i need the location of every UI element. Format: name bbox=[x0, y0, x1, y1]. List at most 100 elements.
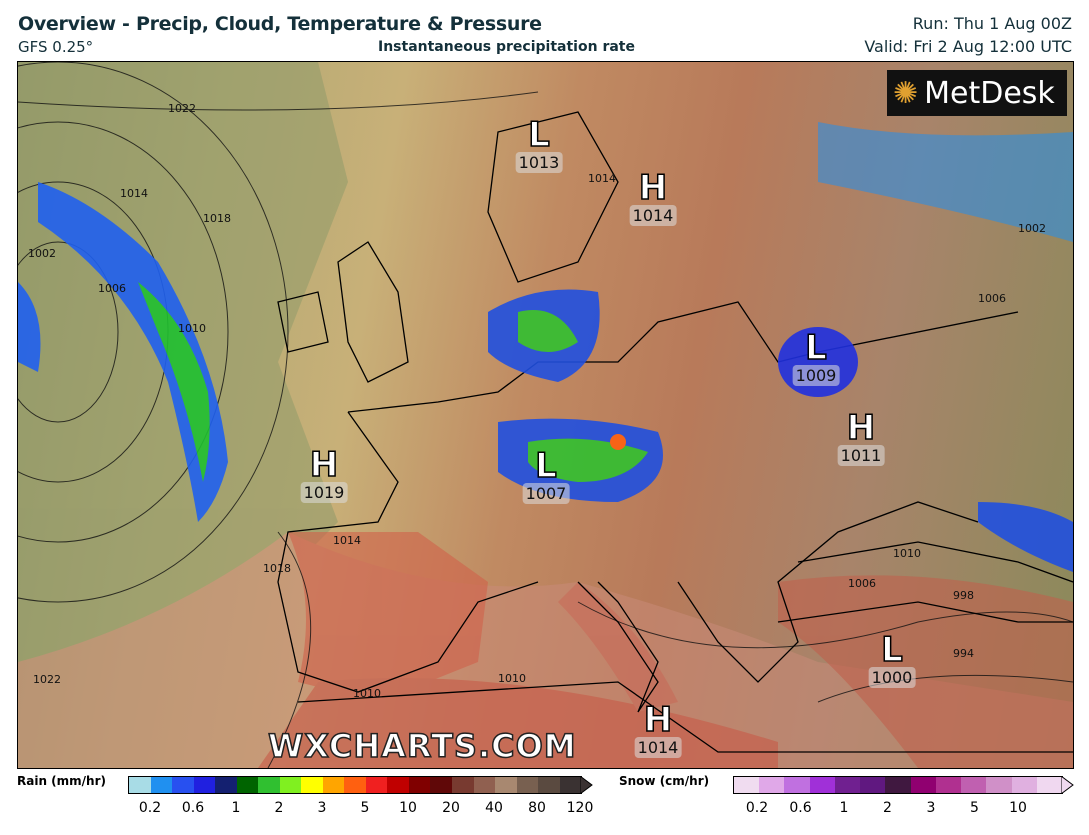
colorbar-swatch bbox=[516, 777, 539, 793]
rain-colorbar bbox=[128, 776, 582, 794]
logo-icon: ✺ bbox=[893, 75, 919, 111]
isobar-label: 1022 bbox=[33, 673, 61, 686]
isobar-label: 1006 bbox=[98, 282, 126, 295]
isobar-label: 1014 bbox=[588, 172, 616, 185]
pressure-value: 1007 bbox=[522, 483, 570, 504]
colorbar-tick-label: 10 bbox=[1009, 800, 1027, 816]
isobar-label: 998 bbox=[953, 589, 974, 602]
weather-map: L 1013 H 1014 L 1009 H 1011 H 1019 L 1007 L 100… bbox=[17, 61, 1074, 769]
colorbar-tick-label: 5 bbox=[970, 800, 979, 816]
isobar-label: 1010 bbox=[498, 672, 526, 685]
colorbar-tick-label: 5 bbox=[360, 800, 370, 816]
low-symbol: L bbox=[534, 446, 557, 486]
colorbar-tick-label: 0.2 bbox=[745, 800, 769, 816]
colorbar-tick-label: 10 bbox=[399, 800, 417, 816]
isobar-label: 1002 bbox=[28, 247, 56, 260]
pressure-value: 1014 bbox=[634, 737, 682, 758]
pressure-center: L 1000 bbox=[868, 630, 916, 688]
colorbar-swatch bbox=[885, 777, 911, 793]
subtitle: Instantaneous precipitation rate bbox=[378, 39, 635, 55]
rain-colorbar-arrow bbox=[580, 776, 593, 794]
colorbar-swatch bbox=[129, 777, 151, 793]
colorbar-swatch bbox=[1036, 777, 1063, 793]
colorbar-swatch bbox=[473, 777, 496, 793]
high-symbol: H bbox=[638, 168, 668, 208]
colorbar-tick-label: 0.2 bbox=[138, 800, 162, 816]
colorbar-swatch bbox=[784, 777, 810, 793]
colorbar-tick-label: 3 bbox=[317, 800, 327, 816]
colorbar-swatch bbox=[258, 777, 280, 793]
high-symbol: H bbox=[846, 408, 876, 448]
coastlines bbox=[277, 111, 1073, 753]
pressure-center: H 1011 bbox=[837, 408, 885, 466]
colorbar-tick-label: 2 bbox=[274, 800, 284, 816]
pressure-center: L 1009 bbox=[792, 328, 840, 386]
high-symbol: H bbox=[309, 445, 339, 485]
isobar-label: 994 bbox=[953, 647, 974, 660]
isobar-label: 1010 bbox=[893, 547, 921, 560]
high-symbol: H bbox=[643, 700, 673, 740]
pressure-center: L 1013 bbox=[515, 115, 563, 173]
colorbar-tick-label: 0.6 bbox=[181, 800, 205, 816]
colorbar-swatch bbox=[910, 777, 936, 793]
rain-legend-label: Rain (mm/hr) bbox=[17, 774, 106, 788]
colorbar-swatch bbox=[408, 777, 431, 793]
colorbar-swatch bbox=[809, 777, 835, 793]
snow-legend-label: Snow (cm/hr) bbox=[619, 774, 710, 788]
pressure-value: 1000 bbox=[868, 667, 916, 688]
colorbar-swatch bbox=[150, 777, 173, 793]
watermark: WXCHARTS.COM bbox=[267, 726, 577, 766]
snow-colorbar bbox=[733, 776, 1063, 794]
colorbar-swatch bbox=[172, 777, 194, 793]
colorbar-tick-label: 80 bbox=[528, 800, 546, 816]
colorbar-swatch bbox=[759, 777, 785, 793]
isobar-label: 1018 bbox=[203, 212, 231, 225]
colorbar-swatch bbox=[430, 777, 452, 793]
colorbar-swatch bbox=[495, 777, 517, 793]
isobar-label: 1006 bbox=[848, 577, 876, 590]
logo-text: MetDesk bbox=[924, 75, 1055, 111]
colorbar-tick-label: 40 bbox=[485, 800, 503, 816]
colorbar-swatch bbox=[834, 777, 861, 793]
model-label: GFS 0.25° bbox=[18, 38, 94, 56]
pressure-value: 1014 bbox=[629, 205, 677, 226]
colorbar-swatch bbox=[961, 777, 987, 793]
colorbar-tick-label: 1 bbox=[231, 800, 241, 816]
pressure-center: H 1019 bbox=[300, 445, 348, 503]
colorbar-tick-label: 120 bbox=[566, 800, 594, 816]
colorbar-tick-label: 3 bbox=[926, 800, 936, 816]
isobar-label: 1006 bbox=[978, 292, 1006, 305]
colorbar-swatch bbox=[986, 777, 1012, 793]
pressure-value: 1019 bbox=[300, 482, 348, 503]
pressure-center: H 1014 bbox=[629, 168, 677, 226]
colorbar-swatch bbox=[344, 777, 366, 793]
low-symbol: L bbox=[880, 630, 903, 670]
colorbar-swatch bbox=[1011, 777, 1037, 793]
isobar-label: 1022 bbox=[168, 102, 196, 115]
valid-time: Valid: Fri 2 Aug 12:00 UTC bbox=[864, 37, 1072, 56]
pressure-center: H 1014 bbox=[634, 700, 682, 758]
pressure-center: L 1007 bbox=[522, 446, 570, 504]
colorbar-swatch bbox=[860, 777, 886, 793]
snow-colorbar-arrow bbox=[1061, 776, 1074, 794]
colorbar-swatch bbox=[387, 777, 409, 793]
colorbar-swatch bbox=[365, 777, 388, 793]
isobar-label: 1002 bbox=[1018, 222, 1046, 235]
isobar-label: 1010 bbox=[353, 687, 381, 700]
colorbar-swatch bbox=[935, 777, 962, 793]
colorbar-swatch bbox=[538, 777, 560, 793]
chart-title: Overview - Precip, Cloud, Temperature & … bbox=[18, 13, 542, 35]
colorbar-tick-label: 2 bbox=[883, 800, 892, 816]
isobar-label: 1010 bbox=[178, 322, 206, 335]
isobar-label: 1018 bbox=[263, 562, 291, 575]
colorbar-tick-label: 20 bbox=[442, 800, 460, 816]
colorbar-swatch bbox=[559, 777, 582, 793]
colorbar-swatch bbox=[236, 777, 259, 793]
pressure-value: 1013 bbox=[515, 152, 563, 173]
low-symbol: L bbox=[527, 115, 550, 155]
colorbar-swatch bbox=[193, 777, 216, 793]
low-symbol: L bbox=[804, 328, 827, 368]
colorbar-swatch bbox=[279, 777, 302, 793]
colorbar-swatch bbox=[451, 777, 474, 793]
isobars bbox=[18, 62, 1073, 768]
